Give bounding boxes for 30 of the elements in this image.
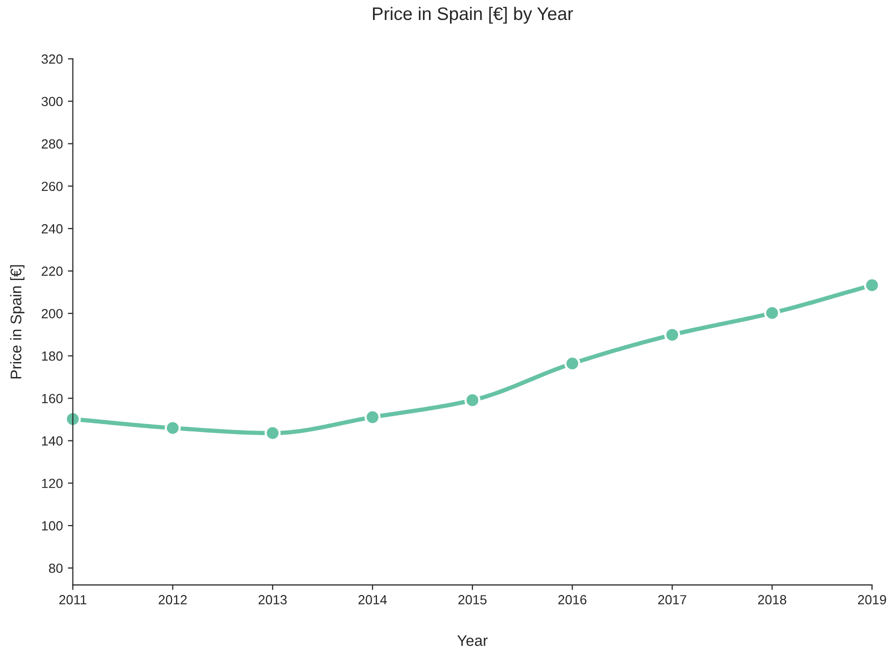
- y-tick-label: 320: [42, 54, 63, 64]
- y-axis-title: Price in Spain [€]: [10, 265, 24, 378]
- x-tick-label: 2012: [158, 595, 187, 604]
- x-tick-label: 2015: [458, 595, 487, 604]
- x-axis-title: Year: [457, 635, 488, 646]
- point: [364, 409, 381, 426]
- x-tick-label: 2019: [858, 595, 886, 604]
- x-tick-label: 2011: [59, 595, 86, 604]
- point: [564, 356, 580, 372]
- y-tick-label: 100: [42, 521, 63, 530]
- x-tick-label: 2016: [558, 595, 586, 604]
- y-tick-label: 280: [42, 139, 63, 149]
- y-tick-label: 300: [42, 96, 63, 106]
- y-tick-label: 240: [42, 224, 63, 234]
- y-tick-label: 80: [48, 564, 63, 573]
- point: [164, 420, 181, 436]
- x-tick-label: 2013: [258, 595, 287, 604]
- y-tick-label: 220: [42, 266, 63, 276]
- y-tick-label: 260: [42, 182, 63, 192]
- x-tick-label: 2014: [358, 595, 387, 604]
- y-tick-label: 180: [42, 351, 63, 361]
- y-tick-label: 160: [42, 394, 63, 404]
- point: [464, 392, 480, 408]
- x-tick-label: 2017: [658, 595, 686, 604]
- y-tick-label: 200: [42, 308, 63, 318]
- y-tick-label: 140: [42, 436, 63, 446]
- x-tick-label: 2018: [758, 595, 786, 604]
- point: [764, 305, 780, 321]
- chart-title: Price in Spain [€] by Year: [373, 6, 574, 24]
- y-tick-label: 120: [42, 478, 63, 488]
